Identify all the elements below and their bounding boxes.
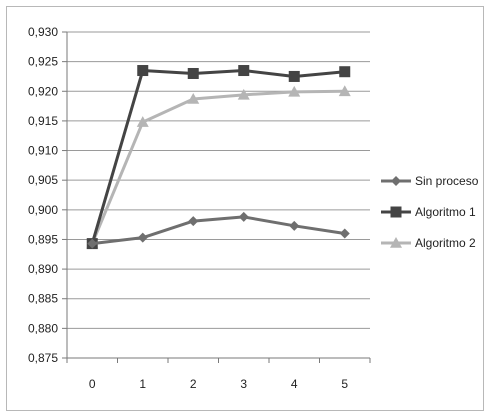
legend-marker-sin-proceso: [391, 176, 401, 186]
data-point-sin-proceso: [289, 220, 300, 231]
data-point-algoritmo-1: [238, 65, 250, 77]
y-tick-label: 0,905: [28, 173, 58, 187]
y-tick-label: 0,875: [28, 351, 58, 365]
data-point-sin-proceso: [238, 211, 249, 222]
series-line-sin-proceso: [92, 215, 345, 246]
y-tick-label: 0,880: [28, 321, 58, 335]
y-tick-label: 0,915: [28, 114, 58, 128]
data-point-algoritmo-2: [338, 85, 351, 97]
data-point-algoritmo-2: [237, 88, 250, 100]
legend-marker-algoritmo-2: [390, 237, 402, 248]
legend-marker-algoritmo-1: [390, 206, 402, 218]
legend-label-algoritmo-1: Algoritmo 1: [415, 205, 476, 219]
data-point-sin-proceso: [339, 228, 350, 239]
data-point-algoritmo-1: [339, 66, 351, 78]
legend-label-algoritmo-2: Algoritmo 2: [415, 236, 476, 250]
data-point-algoritmo-2: [187, 92, 200, 104]
y-tick-label: 0,920: [28, 84, 58, 98]
y-tick-label: 0,890: [28, 262, 58, 276]
x-tick-label: 5: [341, 377, 348, 391]
data-point-algoritmo-1: [288, 70, 300, 82]
x-tick-label: 4: [291, 377, 298, 391]
data-point-algoritmo-2: [288, 85, 301, 97]
y-tick-label: 0,930: [28, 25, 58, 39]
legend: Sin proceso Algoritmo 1 Algoritmo 2: [381, 174, 479, 250]
legend-label-sin-proceso: Sin proceso: [415, 174, 479, 188]
data-point-algoritmo-2: [136, 116, 149, 127]
y-tick-label: 0,910: [28, 144, 58, 158]
data-point-sin-proceso: [87, 238, 98, 249]
y-tick-label: 0,895: [28, 232, 58, 246]
series-line-algoritmo-2: [90, 89, 345, 245]
axes: 0,875 0,880 0,885 0,890 0,895 0,900 0,905 0,910…: [28, 25, 371, 391]
data-point-algoritmo-1: [187, 67, 199, 79]
series-line-algoritmo-1: [90, 69, 345, 245]
y-tick-label: 0,925: [28, 55, 58, 69]
x-tick-label: 2: [190, 377, 197, 391]
y-tick-label: 0,885: [28, 292, 58, 306]
y-tick-label: 0,900: [28, 203, 58, 217]
x-tick-label: 0: [89, 377, 96, 391]
series-lines: [86, 65, 351, 250]
data-point-sin-proceso: [137, 232, 148, 243]
x-tick-label: 1: [139, 377, 146, 391]
data-point-sin-proceso: [188, 216, 199, 227]
x-tick-label: 3: [240, 377, 247, 391]
data-point-algoritmo-1: [137, 65, 149, 77]
